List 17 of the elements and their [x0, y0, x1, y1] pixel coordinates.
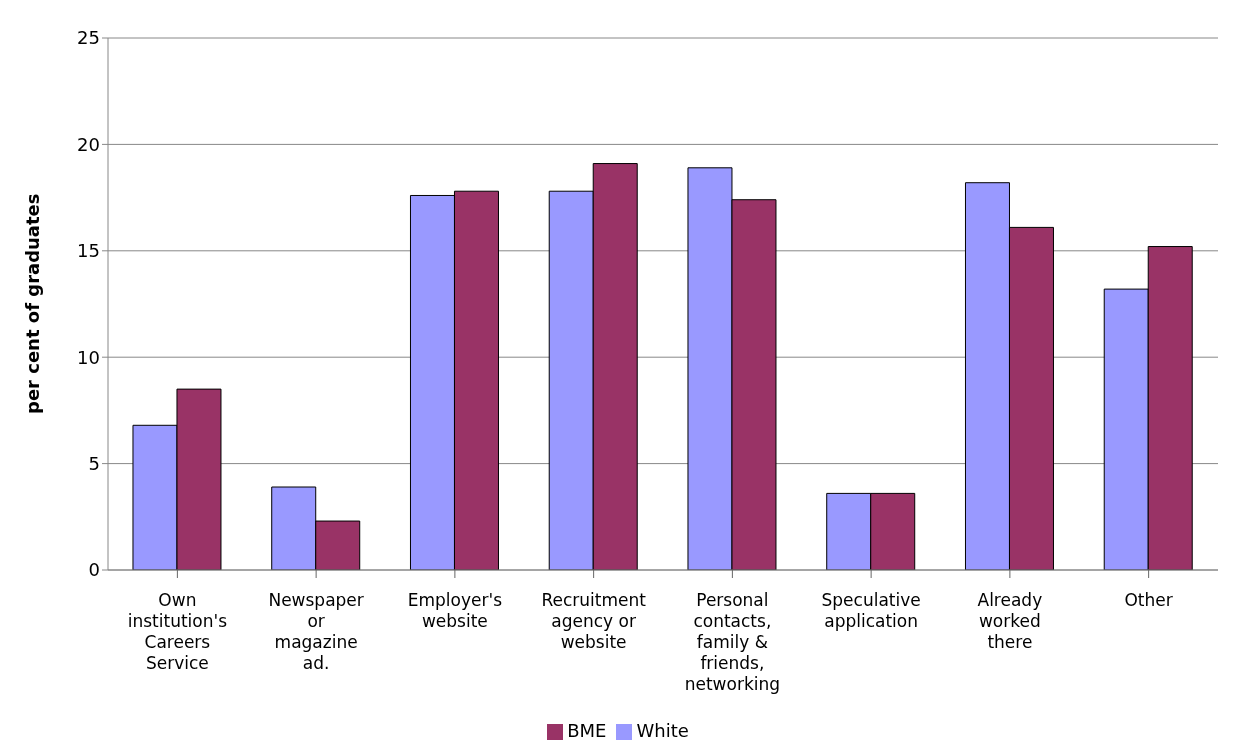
y-axis-title: per cent of graduates	[22, 193, 44, 414]
y-tick-label: 15	[77, 240, 100, 262]
x-tick-label: Employer's website	[407, 590, 503, 631]
x-tick-label: Own institution's Careers Service	[127, 590, 228, 673]
y-tick-label: 0	[88, 559, 100, 581]
x-tick-label: Other	[1124, 590, 1173, 610]
x-tick-label: Already worked there	[977, 590, 1043, 652]
y-tick-label: 10	[77, 346, 100, 368]
y-tick-label: 20	[77, 133, 100, 155]
x-tick-label: Newspaper or magazine ad.	[268, 590, 364, 673]
y-tick-label: 25	[77, 27, 100, 49]
x-tick-label: Recruitment agency or website	[541, 590, 647, 652]
x-tick-label: Speculative application	[821, 590, 921, 631]
legend-label: White	[636, 720, 689, 741]
x-tick-label: Personal contacts, family & friends, networking	[684, 590, 781, 694]
legend-label: BME	[567, 720, 607, 741]
y-tick-label: 5	[88, 452, 100, 474]
